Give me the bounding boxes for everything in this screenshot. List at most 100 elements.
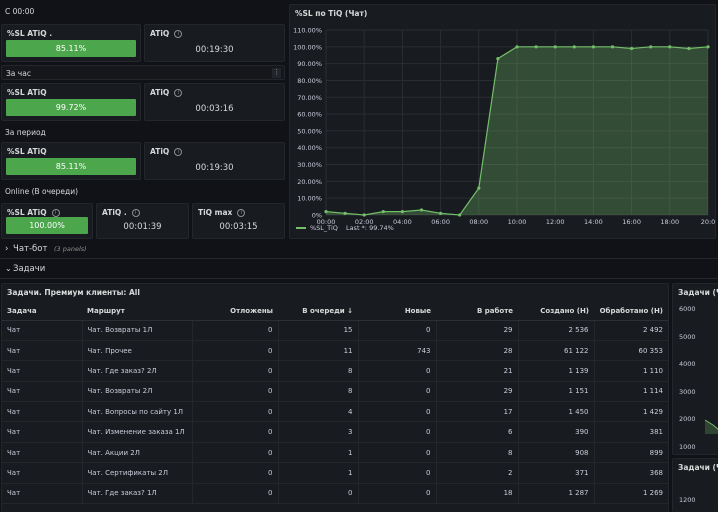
- panel-title: TiQ max: [198, 208, 233, 217]
- table-cell: 0: [357, 360, 436, 382]
- col-header-task[interactable]: Задача: [2, 302, 82, 321]
- data-point[interactable]: [343, 211, 347, 215]
- table-cell: Чат. Прочее: [81, 340, 192, 362]
- y-tick-label: 30.00%: [297, 161, 322, 169]
- data-point[interactable]: [534, 45, 538, 49]
- legend-series-name: %SL_TiQ: [310, 224, 338, 232]
- table-row[interactable]: Чат Чат. Возвраты 2Л 0 8 0 29 1 151 1 114: [2, 381, 668, 403]
- col-header-created[interactable]: Создано (Н): [518, 302, 594, 321]
- table-row[interactable]: Чат Чат. Сертификаты 2Л 0 1 0 2 371 368: [2, 462, 668, 484]
- chart-legend[interactable]: %SL_TiQ Last *: 99.74%: [296, 224, 394, 232]
- x-tick-label: 08:00: [469, 218, 488, 226]
- table-body: Чат Чат. Возвраты 1Л 0 15 0 29 2 536 2 492 Чат Ча…: [2, 320, 668, 505]
- table-cell: Чат. Сертификаты 2Л: [81, 462, 192, 484]
- sl-gauge-bar: 100.00%: [6, 217, 88, 234]
- data-point[interactable]: [649, 45, 653, 49]
- panel-title: %SL ATiQ: [7, 208, 47, 217]
- col-header-processed[interactable]: Обработано (Н): [594, 302, 668, 321]
- data-point[interactable]: [706, 45, 710, 49]
- table-row[interactable]: Чат Чат. Акции 2Л 0 1 0 8 908 899: [2, 442, 668, 464]
- table-cell: 0: [191, 442, 278, 464]
- data-point[interactable]: [591, 45, 595, 49]
- sl-tiq-chart-panel: %SL по TiQ (Чат) 0% 10.00% 20.00% 30.00% 40.…: [289, 4, 716, 239]
- table-cell: 29: [435, 320, 518, 341]
- panel-title: ATiQ: [150, 147, 170, 156]
- x-tick-label: 00:00: [317, 218, 336, 226]
- y-tick-label: 110.00%: [293, 27, 322, 35]
- data-point[interactable]: [515, 45, 519, 49]
- table-cell: 381: [593, 421, 668, 443]
- col-header-route[interactable]: Маршрут: [82, 302, 192, 321]
- info-icon[interactable]: i: [174, 30, 183, 38]
- table-cell: 28: [435, 340, 518, 362]
- table-cell: Чат: [2, 401, 82, 423]
- hour-row-header[interactable]: За час ⋮: [1, 65, 285, 80]
- table-row[interactable]: Чат Чат. Где заказ? 2Л 0 8 0 21 1 139 1 110: [2, 360, 668, 382]
- table-cell: 8: [277, 381, 358, 403]
- sl-gauge-bar: 85.11%: [6, 158, 136, 175]
- info-icon[interactable]: i: [174, 148, 183, 156]
- x-tick-label: 12:00: [546, 218, 565, 226]
- info-icon[interactable]: i: [51, 209, 60, 217]
- table-cell: 61 122: [517, 340, 594, 362]
- table-cell: Чат. Изменение заказа 1Л: [81, 421, 192, 443]
- table-row[interactable]: Чат Чат. Возвраты 1Л 0 15 0 29 2 536 2 492: [2, 320, 668, 341]
- online-label: Online (В очереди): [5, 187, 79, 196]
- table-cell: Чат: [2, 462, 82, 484]
- data-point[interactable]: [381, 210, 385, 214]
- table-cell: 0: [191, 320, 278, 341]
- table-row[interactable]: Чат Чат. Прочее 0 11 743 28 61 122 60 353: [2, 340, 668, 362]
- table-row[interactable]: Чат Чат. Где заказ? 1Л 0 0 0 18 1 287 1 269: [2, 483, 668, 505]
- table-cell: 0: [357, 462, 436, 484]
- data-point[interactable]: [477, 186, 481, 190]
- data-point[interactable]: [324, 210, 328, 214]
- atiq-stat-panel-period: ATiQ i 00:19:30: [144, 142, 285, 180]
- sl-value: 99.72%: [55, 103, 87, 112]
- info-icon[interactable]: i: [237, 209, 246, 217]
- atiq-stat-panel-online: ATiQ . i 00:01:39: [96, 203, 189, 239]
- data-point[interactable]: [553, 45, 557, 49]
- more-options-icon[interactable]: ⋮: [272, 68, 281, 78]
- table-row[interactable]: Чат Чат. Изменение заказа 1Л 0 3 0 6 390 381: [2, 421, 668, 443]
- data-point[interactable]: [630, 46, 634, 51]
- row-tasks[interactable]: ⌄ Задачи: [0, 261, 718, 279]
- info-icon[interactable]: i: [131, 209, 140, 217]
- table-cell: Чат: [2, 340, 82, 362]
- data-point[interactable]: [362, 213, 366, 217]
- atiq-stat-panel-hour: ATiQ i 00:03:16: [144, 83, 285, 121]
- table-cell: 0: [191, 381, 278, 403]
- y-tick-label: 3000: [679, 387, 696, 396]
- data-point[interactable]: [439, 211, 443, 215]
- chevron-down-icon: ⌄: [5, 264, 12, 273]
- row-chatbot[interactable]: › Чат-бот (3 panels): [0, 241, 718, 259]
- table-cell: 8: [277, 360, 358, 382]
- data-point[interactable]: [668, 45, 672, 49]
- panel-title: %SL ATiQ .: [7, 29, 53, 38]
- y-tick-label: 80.00%: [297, 77, 322, 85]
- table-cell: 0: [191, 462, 278, 484]
- col-header-postponed[interactable]: Отложены: [192, 302, 278, 321]
- data-point[interactable]: [610, 45, 615, 49]
- data-point[interactable]: [572, 45, 576, 49]
- data-point[interactable]: [687, 46, 691, 51]
- col-header-in-work[interactable]: В работе: [436, 302, 518, 321]
- col-header-in-queue[interactable]: В очереди ↓: [278, 302, 358, 321]
- panel-title: %SL ATiQ: [7, 147, 47, 156]
- sl-gauge-bar: 85.11%: [6, 40, 136, 57]
- data-point[interactable]: [458, 213, 462, 217]
- col-header-new[interactable]: Новые: [358, 302, 436, 321]
- table-cell: 4: [277, 401, 358, 423]
- row-label: За час: [6, 69, 31, 78]
- table-title: Задачи. Премиум клиенты: All: [7, 288, 140, 297]
- y-tick-label: 0%: [312, 212, 322, 220]
- info-icon[interactable]: i: [174, 89, 183, 97]
- table-row[interactable]: Чат Чат. Вопросы по сайту 1Л 0 4 0 17 1 450 1 4…: [2, 401, 668, 423]
- data-point[interactable]: [419, 208, 424, 212]
- data-point[interactable]: [400, 210, 404, 214]
- table-cell: 368: [593, 462, 668, 484]
- table-cell: 1 151: [517, 381, 594, 403]
- table-cell: Чат. Акции 2Л: [81, 442, 192, 464]
- panel-title: %SL ATiQ: [7, 88, 47, 97]
- table-cell: 1 114: [593, 381, 668, 403]
- data-point[interactable]: [496, 56, 500, 61]
